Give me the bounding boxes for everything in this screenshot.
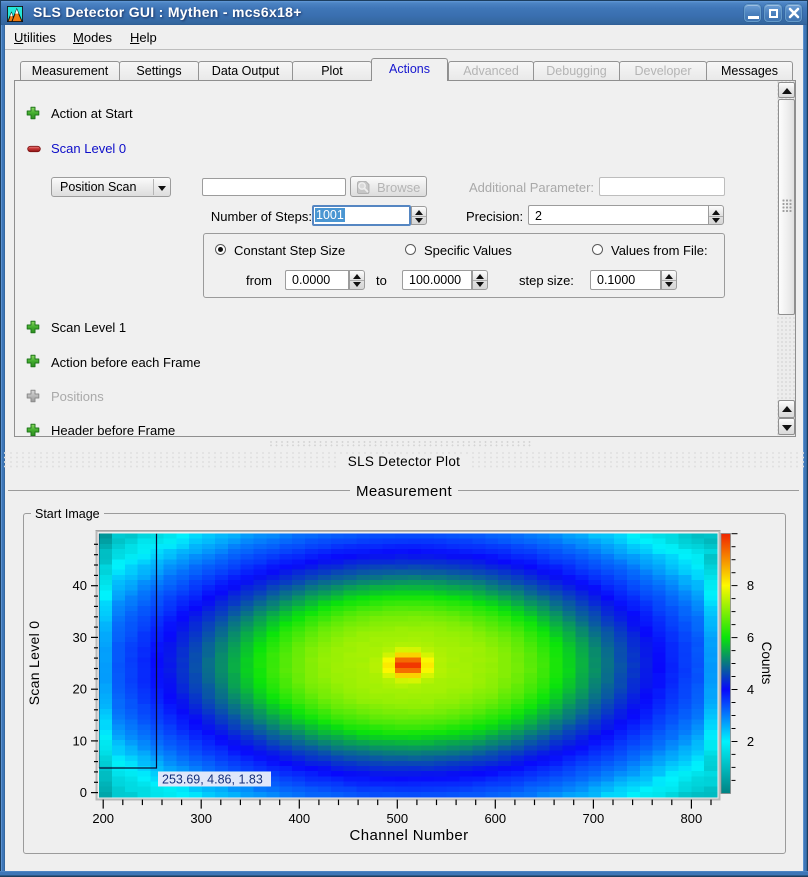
svg-text:253.69, 4.86, 1.83: 253.69, 4.86, 1.83 — [162, 773, 263, 787]
svg-text:2: 2 — [747, 734, 754, 749]
svg-text:800: 800 — [681, 811, 703, 826]
svg-text:30: 30 — [73, 630, 87, 645]
svg-text:40: 40 — [73, 578, 87, 593]
svg-text:Scan Level 0: Scan Level 0 — [26, 621, 42, 706]
svg-text:400: 400 — [288, 811, 310, 826]
svg-text:700: 700 — [583, 811, 605, 826]
svg-text:500: 500 — [386, 811, 408, 826]
svg-text:600: 600 — [484, 811, 506, 826]
svg-text:10: 10 — [73, 733, 87, 748]
svg-text:4: 4 — [747, 682, 754, 697]
svg-text:0: 0 — [80, 785, 87, 800]
svg-text:200: 200 — [92, 811, 114, 826]
svg-text:Counts: Counts — [759, 642, 774, 685]
svg-text:6: 6 — [747, 630, 754, 645]
svg-text:20: 20 — [73, 682, 87, 697]
svg-text:Channel Number: Channel Number — [350, 827, 469, 844]
svg-text:300: 300 — [190, 811, 212, 826]
svg-text:8: 8 — [747, 578, 754, 593]
